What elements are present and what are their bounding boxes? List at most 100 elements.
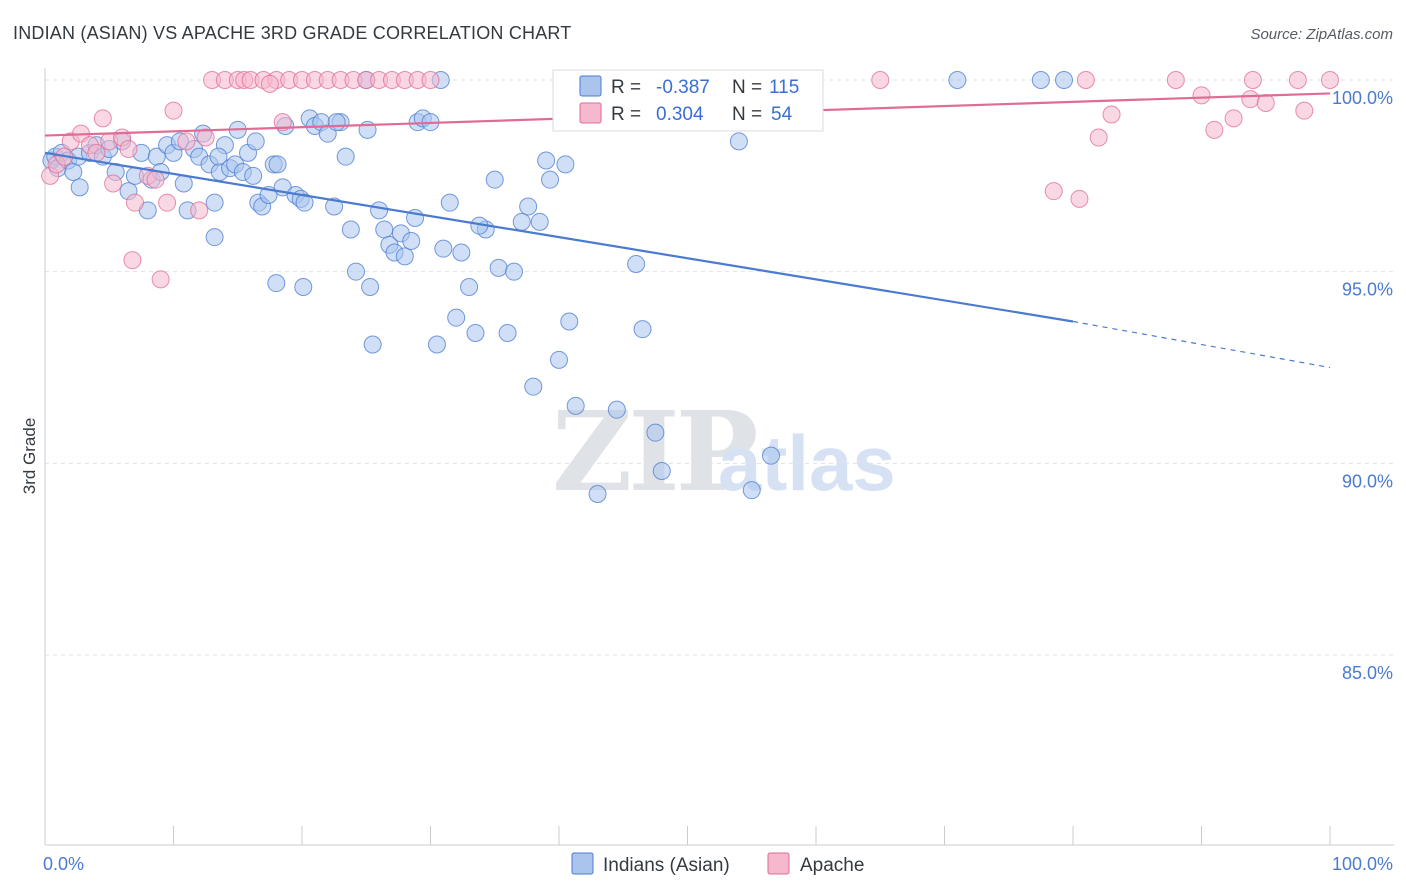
legend-n-label-indians: N =: [732, 77, 762, 98]
indians-point-57: [346, 262, 365, 281]
indians-point-103: [948, 71, 967, 89]
indians-point-108: [246, 132, 265, 151]
apache-point-47: [1076, 71, 1095, 89]
apache-point-50: [1192, 86, 1211, 105]
indians-point-94: [633, 320, 652, 339]
indians-point-86: [537, 151, 556, 170]
apache-point-51: [1205, 120, 1224, 139]
apache-point-17: [164, 101, 183, 120]
apache-point-49: [1102, 105, 1121, 124]
indians-point-78: [485, 170, 504, 189]
indians-point-56: [341, 220, 360, 239]
axes: [44, 68, 1394, 846]
indians-point-93: [627, 255, 646, 273]
indians-point-113: [294, 278, 313, 296]
apache-point-46: [1070, 189, 1089, 208]
indians-point-105: [1055, 71, 1074, 89]
apache-point-20: [196, 128, 215, 147]
indians-point-70: [427, 335, 446, 354]
x-tick-labels: 0.0% 100.0%: [43, 854, 1393, 874]
indians-point-90: [566, 396, 585, 415]
legend-swatch-indians: [579, 75, 602, 97]
indians-point-107: [327, 113, 346, 132]
indians-point-30: [205, 193, 224, 212]
apache-point-9: [104, 174, 123, 193]
indians-point-7: [70, 178, 89, 197]
apache-point-52: [1243, 71, 1262, 89]
y-tick-label-3: 85.0%: [1342, 663, 1393, 683]
indians-point-116: [209, 147, 228, 166]
apache-point-7: [93, 109, 112, 128]
indians-point-48: [295, 193, 314, 212]
legend-r-label-apache: R =: [611, 104, 641, 125]
apache-point-40: [123, 251, 142, 270]
indians-point-87: [541, 170, 560, 189]
x-tick-label-0: 0.0%: [43, 854, 84, 874]
indians-point-112: [205, 228, 224, 247]
indians-point-66: [402, 232, 421, 250]
y-tick-labels: 100.0% 95.0% 90.0% 85.0%: [1332, 88, 1393, 683]
legend-r-label-indians: R =: [611, 77, 641, 98]
y-tick-label-1: 95.0%: [1342, 280, 1393, 300]
indians-point-95: [646, 423, 665, 442]
apache-point-55: [1295, 101, 1314, 120]
apache-point-14: [146, 170, 165, 189]
indians-point-72: [440, 193, 459, 212]
series-apache-points: [41, 71, 1339, 289]
apache-point-53: [1288, 71, 1307, 89]
legend-n-value-apache: 54: [771, 104, 793, 125]
legend-n-label-apache: N =: [732, 104, 762, 125]
apache-point-44: [871, 71, 890, 89]
indians-point-81: [505, 262, 524, 281]
apache-point-59: [1256, 94, 1275, 112]
y-axis-label: 3rd Grade: [20, 418, 39, 495]
indians-point-82: [512, 212, 531, 231]
indians-point-74: [452, 243, 471, 262]
apache-point-11: [119, 140, 138, 158]
indians-point-97: [729, 132, 748, 151]
indians-point-92: [607, 400, 626, 419]
indians-point-5: [64, 163, 83, 181]
indians-point-60: [370, 201, 389, 220]
indians-point-76: [466, 324, 485, 342]
indians-point-110: [556, 155, 575, 174]
legend-r-value-indians: -0.387: [656, 77, 710, 98]
stats-legend: R = -0.387 N = 115 R = 0.304 N = 54: [552, 69, 824, 132]
apache-point-45: [1044, 182, 1063, 201]
indians-point-75: [460, 278, 479, 296]
indians-point-59: [363, 335, 382, 354]
apache-point-56: [1224, 109, 1243, 128]
apache-point-54: [1321, 71, 1339, 89]
indians-point-71: [434, 239, 453, 258]
y-tick-label-0: 100.0%: [1332, 88, 1393, 108]
series-legend: Indians (Asian) Apache: [571, 852, 864, 876]
indians-point-80: [498, 324, 517, 342]
series-legend-label-indians: Indians (Asian): [603, 855, 730, 876]
indians-point-98: [742, 481, 761, 500]
indians-point-38: [244, 166, 263, 185]
trend-line-indians-extension: [1072, 320, 1331, 369]
indians-point-89: [560, 312, 579, 331]
apache-point-18: [177, 132, 196, 151]
apache-point-42: [273, 113, 292, 132]
trend-line-indians: [44, 151, 1074, 323]
apache-point-39: [421, 71, 440, 89]
series-indians-asian-points: [42, 71, 1074, 503]
indians-point-83: [519, 197, 538, 216]
apache-point-16: [158, 193, 177, 212]
indians-point-88: [550, 350, 568, 369]
indians-point-85: [530, 212, 549, 231]
indians-point-73: [447, 308, 466, 327]
apache-point-57: [1241, 90, 1260, 109]
series-legend-label-apache: Apache: [800, 855, 864, 876]
watermark-zip: ZIP: [552, 387, 756, 516]
legend-swatch-apache: [579, 102, 602, 124]
indians-point-96: [652, 462, 671, 480]
indians-point-114: [267, 274, 286, 293]
chart-title: INDIAN (ASIAN) VS APACHE 3RD GRADE CORRE…: [13, 23, 572, 43]
indians-point-84: [524, 377, 543, 396]
apache-point-58: [1166, 71, 1185, 89]
legend-r-value-apache: 0.304: [656, 104, 704, 125]
series-legend-swatch-apache: [767, 852, 790, 875]
